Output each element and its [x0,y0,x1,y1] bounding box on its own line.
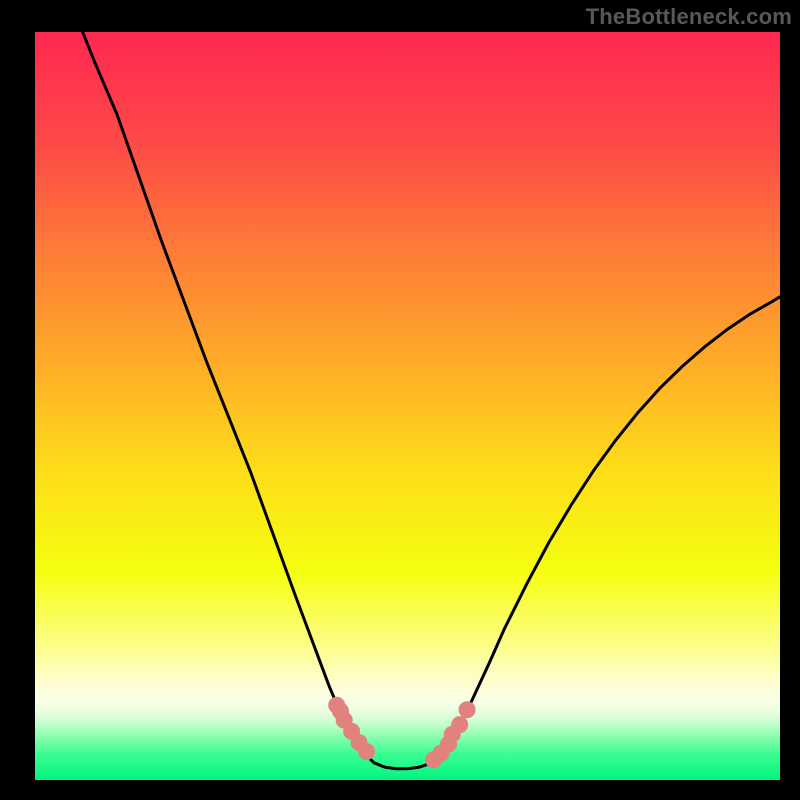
marker-dot [459,702,475,718]
figure-root: TheBottleneck.com [0,0,800,800]
marker-dot [359,744,375,760]
highlight-markers [35,32,780,780]
watermark-text: TheBottleneck.com [586,4,792,30]
plot-area [35,32,780,780]
marker-dot [452,717,468,733]
